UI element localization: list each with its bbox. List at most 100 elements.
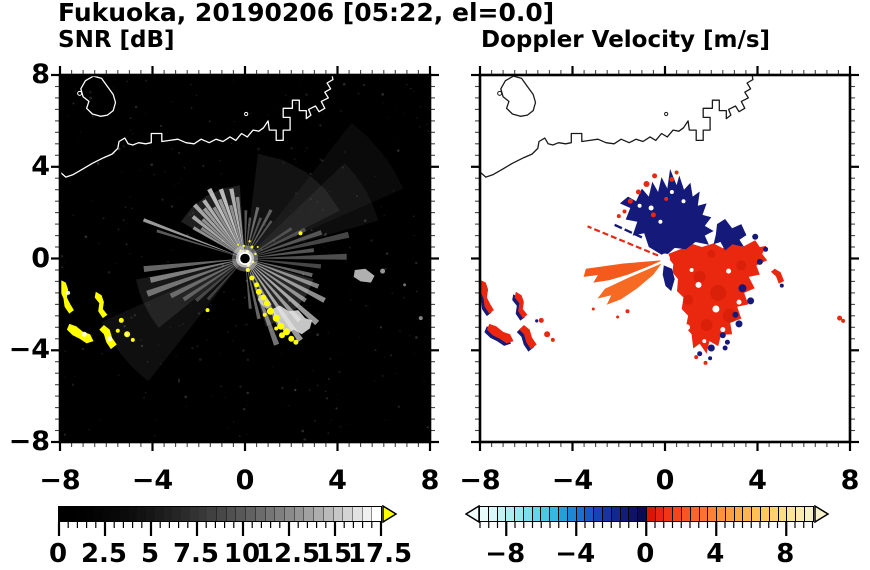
figure-title: Fukuoka, 20190206 [05:22, el=0.0] (58, 0, 555, 27)
colorbar-segment (128, 507, 138, 521)
snr-plot (51, 66, 439, 451)
colorbar-segment (225, 507, 236, 521)
colorbar-segment (283, 507, 294, 521)
colorbar-segment (102, 507, 112, 521)
colorbar-segment (558, 507, 567, 521)
y-tick-label: 4 (31, 150, 50, 182)
colorbar-segment (322, 507, 333, 521)
y-tick-label: 0 (31, 242, 50, 274)
colorbar-segment (610, 507, 620, 521)
colorbar-segment (146, 507, 155, 521)
colorbar-segment (786, 507, 796, 521)
colorbar-segment (120, 507, 129, 521)
colorbar-segment (619, 507, 629, 521)
colorbar-segment (663, 507, 673, 521)
colorbar-segment (245, 507, 255, 521)
colorbar-segment (698, 507, 708, 521)
colorbar-segment (274, 507, 284, 521)
colorbar-tick-label: 0 (636, 539, 655, 569)
snr-panel (51, 66, 439, 451)
colorbar-segment (584, 507, 594, 521)
colorbar-tick-label: 0 (48, 539, 68, 569)
colorbar-segment (496, 507, 506, 521)
colorbar-segment (303, 507, 314, 521)
colorbar-segment (637, 507, 646, 521)
colorbar-segment (566, 507, 576, 521)
colorbar-segment (531, 507, 541, 521)
snr-colorbar-ticks (57, 522, 383, 536)
colorbar-segment (751, 507, 760, 521)
x-tick-label: 4 (328, 465, 347, 496)
colorbar-segment (361, 507, 372, 521)
colorbar-segment (215, 507, 226, 521)
colorbar-segment (540, 507, 550, 521)
colorbar-segment (352, 507, 362, 521)
colorbar-segment (480, 507, 488, 521)
colorbar-segment (733, 507, 743, 521)
colorbar-segment (645, 507, 655, 521)
colorbar-segment (93, 507, 103, 521)
vel-colorbar-ticks (479, 522, 814, 536)
colorbar-tick-label: 15 (315, 539, 353, 569)
x-tick-label: 0 (655, 465, 675, 496)
colorbar-segment (549, 507, 559, 521)
snr-colorbar-bar (58, 506, 382, 522)
colorbar-tick-label: 17.5 (347, 539, 413, 569)
colorbar-segment (67, 507, 77, 521)
colorbar-segment (628, 507, 638, 521)
x-tick-label: 8 (420, 465, 440, 496)
colorbar-tick-label: 12.5 (255, 539, 321, 569)
colorbar-arrow (813, 505, 829, 523)
colorbar-tick-label: 8 (776, 539, 795, 569)
colorbar-segment (575, 507, 585, 521)
colorbar-tick-label: −8 (485, 539, 526, 569)
colorbar-segment (522, 507, 532, 521)
colorbar-tick-label: 2.5 (80, 539, 128, 569)
x-tick-label: 0 (235, 465, 255, 496)
vel-plot (471, 66, 859, 451)
colorbar-segment (593, 507, 602, 521)
colorbar-segment (689, 507, 699, 521)
colorbar-segment (172, 507, 182, 521)
colorbar-segment (716, 507, 725, 521)
colorbar-segment (724, 507, 734, 521)
colorbar-segment (768, 507, 778, 521)
colorbar-arrow (465, 505, 480, 523)
colorbar-segment (59, 507, 68, 521)
colorbar-segment (85, 507, 94, 521)
x-tick-label: 8 (840, 465, 860, 496)
colorbar-segment (76, 507, 86, 521)
colorbar-segment (803, 507, 813, 521)
colorbar-segment (198, 507, 208, 521)
x-tick-label: −4 (551, 465, 594, 496)
colorbar-segment (601, 507, 611, 521)
colorbar-arrow (382, 505, 398, 523)
colorbar-tick-label: 10 (223, 539, 261, 569)
colorbar-segment (163, 507, 173, 521)
colorbar-segment (181, 507, 190, 521)
vel-colorbar-bar (479, 506, 814, 522)
colorbar-segment (137, 507, 147, 521)
colorbar-segment (654, 507, 664, 521)
colorbar-segment (505, 507, 515, 521)
colorbar-segment (111, 507, 121, 521)
colorbar-segment (672, 507, 681, 521)
vel-panel (471, 66, 859, 451)
colorbar-segment (332, 507, 343, 521)
y-tick-label: −4 (8, 334, 50, 366)
colorbar-segment (154, 507, 164, 521)
x-tick-label: −8 (459, 465, 501, 496)
colorbar-tick-label: 5 (140, 539, 160, 569)
x-tick-label: −4 (131, 465, 174, 496)
colorbar-segment (207, 507, 216, 521)
colorbar-segment (254, 507, 265, 521)
colorbar-segment (264, 507, 275, 521)
colorbar-segment (514, 507, 523, 521)
colorbar-segment (487, 507, 497, 521)
colorbar-segment (795, 507, 804, 521)
x-tick-label: −8 (39, 465, 81, 496)
colorbar-segment (707, 507, 717, 521)
colorbar-tick-label: 4 (706, 539, 725, 569)
colorbar-segment (680, 507, 690, 521)
